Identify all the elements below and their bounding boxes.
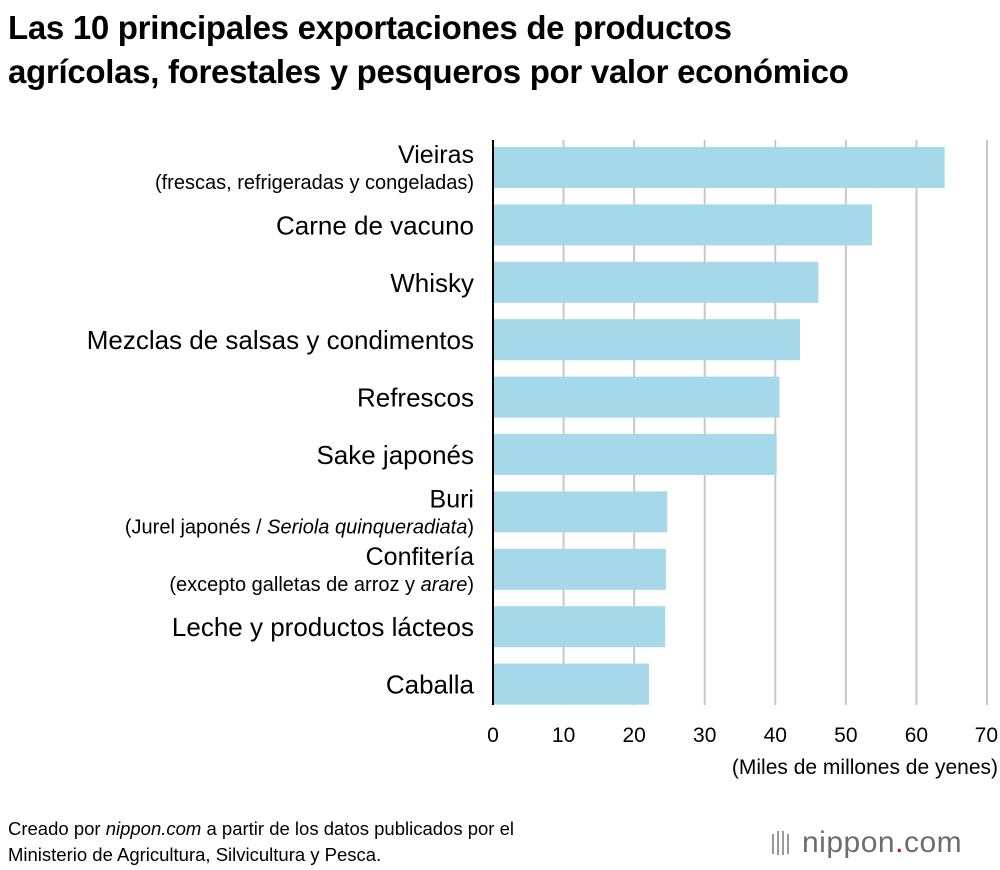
bar bbox=[493, 376, 780, 418]
bar bbox=[493, 319, 800, 361]
bar bbox=[493, 548, 666, 590]
category-label: Buri bbox=[430, 485, 474, 513]
x-tick-label: 50 bbox=[834, 724, 857, 747]
bar-chart: Vieiras (frescas, refrigeradas y congelad… bbox=[87, 140, 998, 779]
source-note-line-2: Ministerio de Agricultura, Silvicultura … bbox=[8, 844, 382, 865]
x-axis-label: (Miles de millones de yenes) bbox=[732, 756, 998, 779]
category-label: Caballa bbox=[386, 670, 475, 700]
bar bbox=[493, 434, 777, 475]
category-label: Mezclas de salsas y condimentos bbox=[87, 325, 474, 355]
nippon-logo: nippon. com bbox=[772, 826, 962, 860]
category-sublabel: (Jurel japonés / Seriola quinqueradiata) bbox=[125, 516, 474, 538]
category-label: Leche y productos lácteos bbox=[172, 612, 474, 642]
chart-title-line-1: Las 10 principales exportaciones de prod… bbox=[8, 9, 732, 46]
bar bbox=[493, 663, 649, 705]
category-label: Confitería bbox=[366, 543, 474, 571]
category-sublabel: (excepto galletas de arroz y arare) bbox=[169, 574, 474, 596]
category-label: Vieiras bbox=[398, 141, 474, 169]
x-tick-label: 60 bbox=[905, 724, 928, 747]
x-tick-label: 10 bbox=[552, 724, 575, 747]
source-note: Creado por nippon.com a partir de los da… bbox=[8, 816, 514, 868]
x-tick-label: 40 bbox=[764, 724, 787, 747]
bar bbox=[493, 147, 945, 188]
source-note-line-1: Creado por nippon.com a partir de los da… bbox=[8, 818, 514, 839]
x-tick-label: 20 bbox=[622, 724, 645, 747]
chart-title-line-2: agrícolas, forestales y pesqueros por va… bbox=[8, 53, 849, 90]
category-label: Whisky bbox=[390, 268, 474, 298]
bar bbox=[493, 491, 668, 533]
category-sublabel: (frescas, refrigeradas y congeladas) bbox=[155, 172, 474, 194]
x-tick-label: 0 bbox=[487, 724, 499, 747]
category-label: Carne de vacuno bbox=[276, 210, 474, 240]
nippon-mark-icon bbox=[772, 830, 790, 856]
bar bbox=[493, 606, 666, 648]
x-tick-label: 30 bbox=[693, 724, 716, 747]
chart-title: Las 10 principales exportaciones de prod… bbox=[8, 6, 998, 94]
bar bbox=[493, 204, 872, 246]
category-label: Sake japonés bbox=[316, 440, 474, 470]
x-tick-label: 70 bbox=[975, 724, 998, 747]
bar bbox=[493, 261, 819, 303]
source-site: nippon.com bbox=[105, 818, 202, 839]
category-label: Refrescos bbox=[357, 383, 474, 413]
